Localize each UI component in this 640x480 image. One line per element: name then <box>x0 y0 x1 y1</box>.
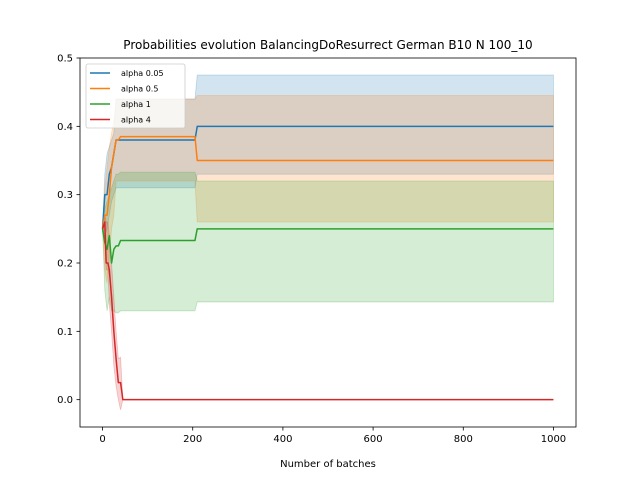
series-line-2 <box>101 135 554 229</box>
plot-frame <box>79 57 577 428</box>
y-tick-label-4: 0.3 <box>57 190 73 201</box>
x-tick-label-6: 1000 <box>541 434 566 445</box>
x-tick-label-3: 400 <box>273 434 292 445</box>
legend-box <box>85 63 186 129</box>
y-tick-label-1: 0.0 <box>57 395 73 406</box>
series-line-3 <box>101 228 554 264</box>
axis-ticks: 0 200 400 600 800 1000 0.0 0.1 0.2 0.3 0.4 0.5 <box>57 54 566 446</box>
y-tick-label-6: 0.5 <box>57 54 73 65</box>
confidence-band-3 <box>102 171 554 314</box>
x-tick-label-5: 800 <box>454 434 473 445</box>
x-tick-label-2: 200 <box>183 434 202 445</box>
legend-label-1: alpha 0.05 <box>121 69 164 78</box>
series-line-4 <box>101 221 554 401</box>
chart-title: Probabilities evolution BalancingDoResur… <box>123 38 532 52</box>
confidence-band-1 <box>102 74 554 237</box>
x-tick-label-1: 0 <box>99 434 105 445</box>
x-tick-label-4: 600 <box>364 434 383 445</box>
legend-label-4: alpha 4 <box>121 116 151 125</box>
legend-label-2: alpha 0.5 <box>121 85 158 94</box>
confidence-band-4 <box>102 215 554 411</box>
x-axis-label: Number of batches <box>280 459 376 470</box>
y-tick-label-2: 0.1 <box>57 327 73 338</box>
legend-label-3: alpha 1 <box>121 100 151 109</box>
legend: alpha 0.05 alpha 0.5 alpha 1 alpha 4 <box>85 63 186 129</box>
confidence-band-2 <box>102 95 554 284</box>
y-tick-label-3: 0.2 <box>57 259 73 270</box>
confidence-bands <box>102 74 554 411</box>
series-lines <box>101 125 554 401</box>
y-tick-label-5: 0.4 <box>57 122 73 133</box>
